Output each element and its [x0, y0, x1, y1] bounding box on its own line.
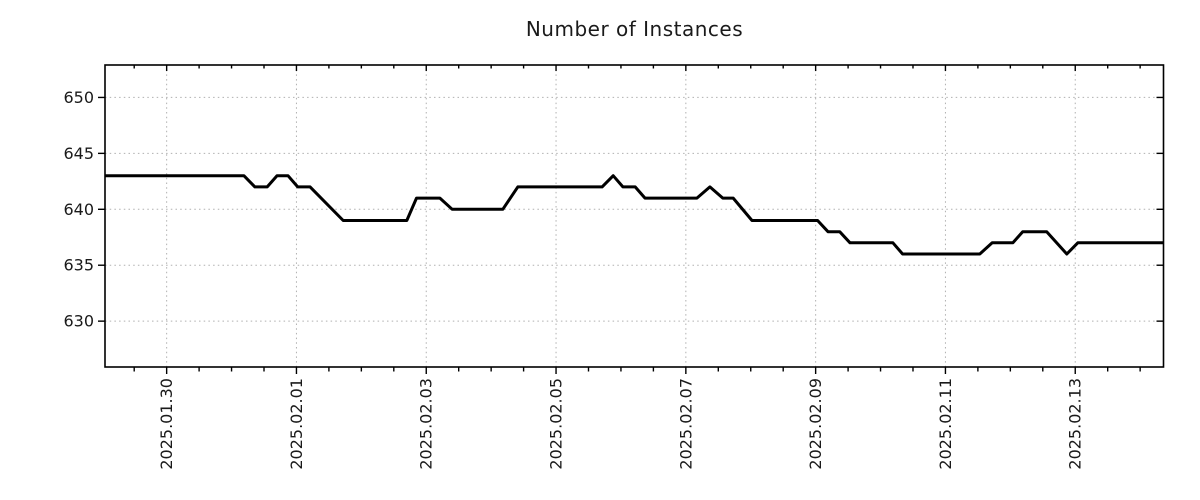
- x-tick-label: 2025.02.03: [417, 378, 436, 470]
- chart-title: Number of Instances: [525, 17, 744, 41]
- data-line-number-of-instances: [105, 174, 1164, 256]
- x-tick-label: 2025.02.11: [936, 378, 955, 470]
- y-tick-label: 650: [63, 88, 94, 107]
- x-tick-label: 2025.01.30: [157, 378, 176, 470]
- x-tick-label: 2025.02.07: [676, 378, 695, 470]
- y-tick-label: 635: [63, 256, 94, 275]
- x-tick-label: 2025.02.01: [287, 378, 306, 470]
- y-tick-label: 640: [63, 200, 94, 219]
- y-tick-label: 630: [63, 312, 94, 331]
- x-tick-label: 2025.02.09: [806, 378, 825, 470]
- y-tick-label: 645: [63, 144, 94, 163]
- x-tick-label: 2025.02.13: [1066, 378, 1085, 470]
- x-tick-label: 2025.02.05: [547, 378, 566, 470]
- plot-border: [104, 64, 1165, 368]
